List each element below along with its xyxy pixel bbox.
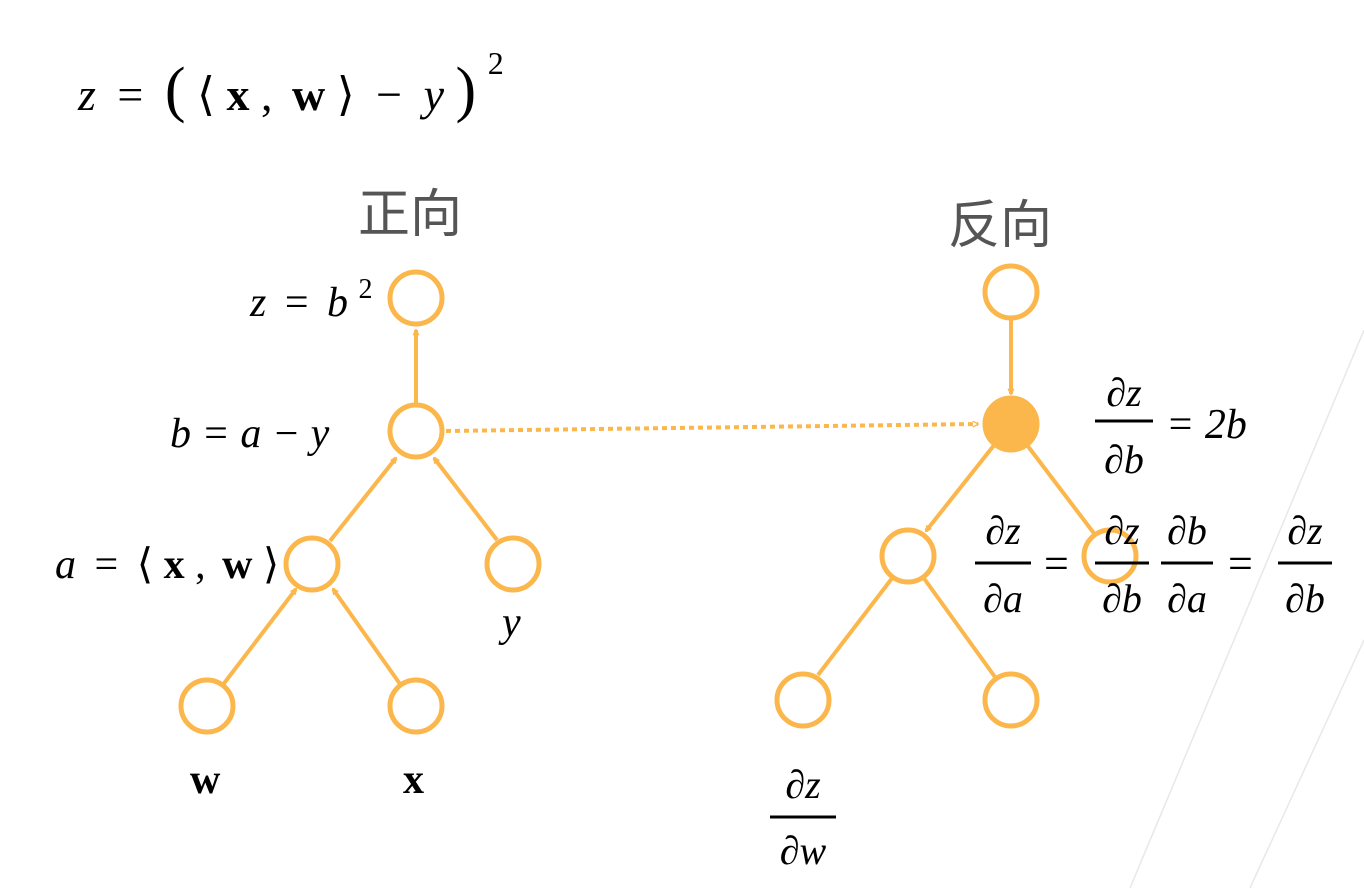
svg-text:∂z: ∂z bbox=[1287, 508, 1323, 553]
edge-w-to-a bbox=[220, 589, 298, 688]
edge-y-to-b bbox=[432, 458, 499, 542]
svg-text:∂z: ∂z bbox=[1106, 370, 1142, 415]
svg-text:= 2b: = 2b bbox=[1166, 402, 1247, 448]
svg-text:=: = bbox=[1228, 539, 1253, 588]
node-b bbox=[387, 402, 445, 460]
svg-text:∂w: ∂w bbox=[780, 828, 827, 873]
svg-text:∂b: ∂b bbox=[1285, 576, 1325, 621]
back-node-x bbox=[982, 671, 1040, 729]
decor-line bbox=[1249, 639, 1364, 888]
svg-text:∂b: ∂b bbox=[1102, 576, 1142, 621]
back-node-b-active bbox=[982, 395, 1040, 453]
svg-text:∂z: ∂z bbox=[985, 508, 1021, 553]
svg-text:∂b: ∂b bbox=[1167, 508, 1207, 553]
node-w bbox=[178, 677, 236, 735]
svg-text:z = ( ⟨: z = ( ⟨ x , w ⟩ − y ) 2 bbox=[77, 45, 504, 124]
label-z-eq: z = b 2 bbox=[249, 274, 373, 326]
label-leaf-x: x bbox=[403, 757, 424, 803]
forward-title: 正向 bbox=[358, 185, 462, 245]
svg-text:∂z: ∂z bbox=[785, 762, 821, 807]
node-z bbox=[387, 269, 445, 327]
back-edge-a-to-x bbox=[921, 575, 997, 679]
node-x bbox=[387, 677, 445, 735]
grad-chain-rule: ∂z ∂a = ∂z ∂b ∂b ∂a = ∂z ∂b bbox=[975, 508, 1332, 621]
label-leaf-y: y bbox=[498, 600, 521, 646]
back-edge-b-to-a bbox=[924, 442, 997, 531]
grad-dz-db: ∂z ∂b = 2b bbox=[1095, 370, 1247, 482]
svg-text:∂z: ∂z bbox=[1104, 508, 1140, 553]
svg-text:=: = bbox=[1044, 539, 1069, 588]
label-leaf-w: w bbox=[190, 757, 221, 803]
label-a-eq: a = ⟨ x , w ⟩ bbox=[55, 542, 279, 588]
label-b-eq: b = a − y bbox=[170, 411, 330, 457]
back-node-y bbox=[1081, 527, 1139, 585]
grad-dz-dw: ∂z ∂w bbox=[770, 762, 836, 873]
back-node-w bbox=[774, 671, 832, 729]
back-edge-b-to-y bbox=[1025, 443, 1098, 538]
node-y bbox=[484, 535, 542, 593]
svg-text:∂b: ∂b bbox=[1104, 437, 1144, 482]
svg-text:∂a: ∂a bbox=[1167, 576, 1207, 621]
decor-line bbox=[1129, 329, 1364, 888]
edge-a-to-b bbox=[328, 458, 398, 543]
backward-title: 反向 bbox=[948, 196, 1052, 256]
back-edge-a-to-w bbox=[816, 575, 895, 677]
node-a bbox=[283, 535, 341, 593]
svg-text:∂a: ∂a bbox=[983, 576, 1023, 621]
edge-x-to-a bbox=[331, 589, 402, 686]
back-node-a bbox=[879, 527, 937, 585]
back-node-z bbox=[982, 263, 1040, 321]
loss-formula: z = ( ⟨ x , w ⟩ − y ) 2 bbox=[77, 45, 504, 124]
dotted-link bbox=[445, 424, 978, 433]
